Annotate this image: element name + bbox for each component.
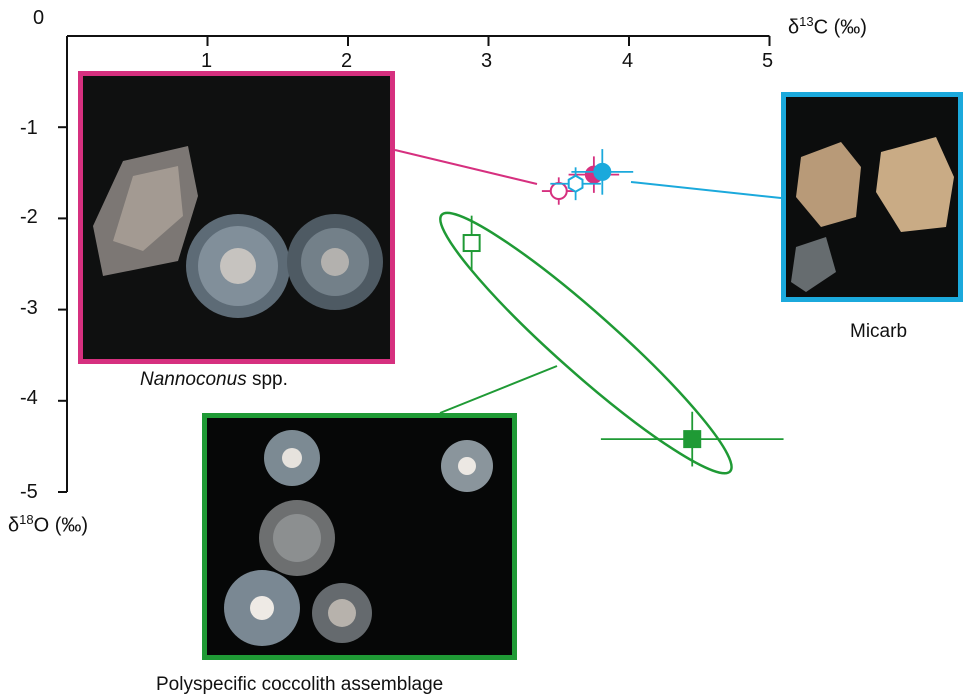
y-tick-label: -1 bbox=[20, 117, 38, 139]
coccolith-caption: Polyspecific coccolith assemblage bbox=[156, 674, 444, 695]
nannoconus-photomicrograph bbox=[78, 71, 395, 364]
y-axis-title: δ18O (‰) bbox=[8, 512, 89, 537]
axes bbox=[58, 35, 771, 493]
x-tick-label: 5 bbox=[762, 50, 774, 72]
y-tick-label: -5 bbox=[20, 481, 38, 503]
coccolith-leader-line bbox=[439, 365, 558, 414]
x-axis-title: δ13C (‰) bbox=[788, 14, 867, 39]
polyspecific-point bbox=[462, 234, 481, 253]
y-tick-label: -4 bbox=[20, 387, 38, 409]
micarb-point bbox=[567, 174, 584, 193]
nannoconus-caption: Nannoconus spp. bbox=[140, 369, 288, 390]
x-tick-label: 4 bbox=[622, 50, 634, 72]
y-tick-label: -3 bbox=[20, 297, 38, 319]
nannoconus-leader-line bbox=[394, 149, 538, 185]
x-tick-label: 3 bbox=[481, 50, 493, 72]
coccolith-range-ellipse bbox=[439, 211, 733, 475]
x-tick-label: 0 bbox=[33, 7, 45, 29]
micarb-photomicrograph bbox=[781, 92, 963, 302]
polyspecific-point bbox=[683, 430, 702, 449]
x-tick-label: 2 bbox=[341, 50, 353, 72]
micarb-point bbox=[593, 162, 612, 181]
micarb-caption: Micarb bbox=[850, 321, 908, 342]
y-tick-label: -2 bbox=[20, 206, 38, 228]
nannoconus-point bbox=[549, 182, 568, 201]
leader-lines bbox=[394, 149, 782, 414]
micarb-leader-line bbox=[630, 181, 782, 199]
x-tick-label: 1 bbox=[201, 50, 213, 72]
data-points bbox=[462, 149, 784, 467]
coccolith-photomicrograph bbox=[202, 413, 517, 660]
